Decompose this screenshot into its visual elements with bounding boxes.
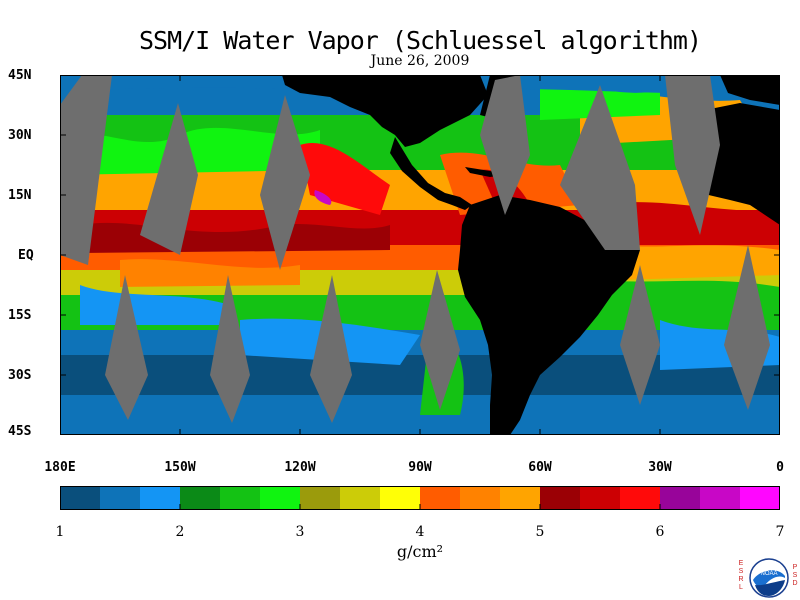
colorbar-swatch: [580, 486, 621, 510]
lat-label-eq: EQ: [18, 248, 34, 263]
colorbar-swatch: [180, 486, 221, 510]
colorbar-swatch: [700, 486, 741, 510]
colorbar-swatch: [740, 486, 780, 510]
colorbar-swatch: [220, 486, 261, 510]
colorbar-swatch: [140, 486, 181, 510]
central-america: [390, 137, 472, 210]
colorbar-label-2: 2: [175, 524, 185, 540]
colorbar-swatch: [340, 486, 381, 510]
lon-label-30w: 30W: [648, 460, 672, 475]
colorbar-swatch: [460, 486, 501, 510]
north-america: [282, 75, 488, 147]
lat-label-30s: 30S: [8, 368, 32, 383]
colorbar-units: g/cm²: [396, 542, 444, 561]
colorbar-swatch: [620, 486, 661, 510]
colorbar-label-1: 1: [55, 524, 65, 540]
noaa-emblem-text: NOAA: [760, 571, 777, 577]
colorbar-label-7: 7: [775, 524, 785, 540]
map-title: SSM/I Water Vapor (Schluessel algorithm): [138, 26, 702, 55]
colorbar-swatch: [260, 486, 301, 510]
colorbar-swatch: [420, 486, 461, 510]
noaa-emblem: NOAA: [749, 558, 789, 598]
colorbar-swatch: [380, 486, 421, 510]
iberia-europe: [720, 75, 780, 105]
colorbar-swatch: [660, 486, 701, 510]
lon-label-150w: 150W: [164, 460, 196, 475]
colorbar-swatch: [540, 486, 581, 510]
colorbar-label-3: 3: [295, 524, 305, 540]
colorbar: [60, 486, 780, 510]
lon-label-0: 0: [776, 460, 784, 475]
lat-label-45s: 45S: [8, 424, 32, 439]
lon-label-180e: 180E: [44, 460, 76, 475]
water-vapor-map: [60, 75, 780, 435]
colorbar-swatch: [500, 486, 541, 510]
south-america: [458, 195, 640, 435]
lat-label-15n: 15N: [8, 188, 32, 203]
lat-label-30n: 30N: [8, 128, 32, 143]
map-ticks: [60, 75, 780, 435]
colorbar-swatch: [100, 486, 141, 510]
map-date: June 26, 2009: [370, 53, 470, 69]
colorbar-label-6: 6: [655, 524, 665, 540]
lat-label-15s: 15S: [8, 308, 32, 323]
colorbar-swatch: [300, 486, 341, 510]
lon-label-90w: 90W: [408, 460, 432, 475]
lon-label-60w: 60W: [528, 460, 552, 475]
colorbar-label-4: 4: [415, 524, 425, 540]
lat-label-45n: 45N: [8, 68, 32, 83]
colorbar-label-5: 5: [535, 524, 545, 540]
no-data-swaths: [60, 75, 770, 423]
lon-label-120w: 120W: [284, 460, 316, 475]
colorbar-swatch: [60, 486, 101, 510]
